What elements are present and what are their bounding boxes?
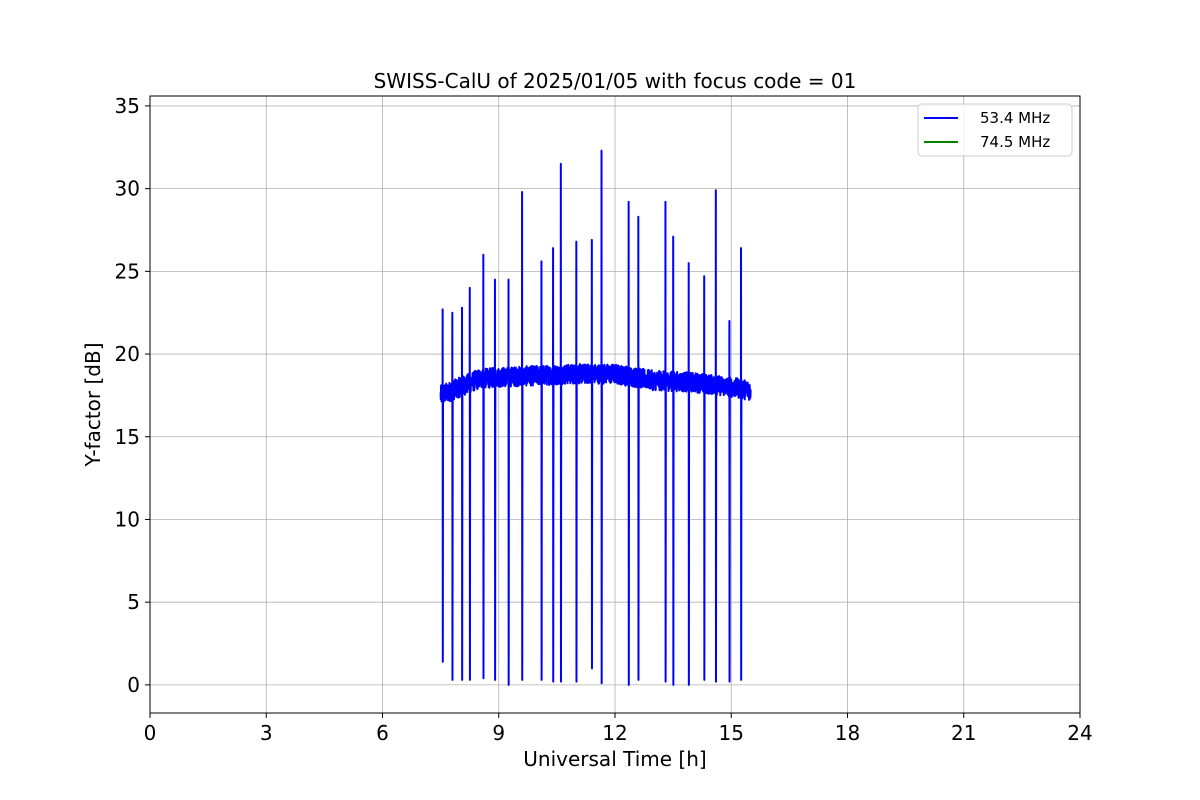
y-tick-label: 5 xyxy=(127,590,140,614)
x-tick-label: 24 xyxy=(1067,721,1092,745)
y-tick-label: 15 xyxy=(115,425,140,449)
y-axis: 0 5 10 15 20 25 30 35 xyxy=(115,94,150,697)
x-tick-label: 15 xyxy=(719,721,744,745)
series-1 xyxy=(439,149,752,686)
legend: 53.4 MHz 74.5 MHz xyxy=(917,103,1073,157)
x-tick-label: 21 xyxy=(951,721,976,745)
y-tick-label: 10 xyxy=(115,507,140,531)
x-tick-label: 9 xyxy=(492,721,505,745)
y-tick-label: 20 xyxy=(115,342,140,366)
y-tick-label: 30 xyxy=(115,177,140,201)
x-axis: 0 3 6 9 12 15 18 21 24 xyxy=(144,713,1093,745)
series-line xyxy=(439,149,752,686)
x-tick-label: 3 xyxy=(260,721,273,745)
x-tick-label: 0 xyxy=(144,721,157,745)
legend-label: 53.4 MHz xyxy=(980,109,1050,127)
plot-series xyxy=(439,149,752,686)
y-tick-label: 35 xyxy=(115,94,140,118)
chart-title: SWISS-CalU of 2025/01/05 with focus code… xyxy=(374,69,857,93)
y-tick-label: 0 xyxy=(127,673,140,697)
legend-label: 74.5 MHz xyxy=(980,133,1050,151)
y-axis-label: Y-factor [dB] xyxy=(81,342,105,467)
x-tick-label: 18 xyxy=(835,721,860,745)
x-tick-label: 6 xyxy=(376,721,389,745)
x-tick-label: 12 xyxy=(602,721,627,745)
x-axis-label: Universal Time [h] xyxy=(523,747,706,771)
y-tick-label: 25 xyxy=(115,259,140,283)
